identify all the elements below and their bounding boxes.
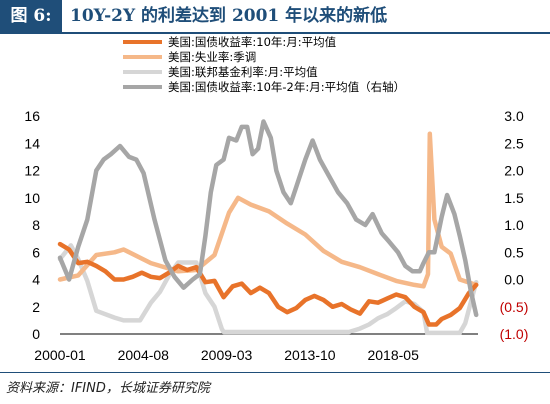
y-left-tick-label: 8 (32, 217, 40, 233)
y-left-tick-label: 0 (32, 326, 40, 342)
legend-label: 美国:国债收益率:10年-2年:月:平均值（右轴） (168, 80, 405, 94)
y-left-tick-label: 2 (32, 299, 40, 315)
y-left-tick-label: 16 (24, 108, 40, 124)
x-tick-label: 2009-03 (201, 347, 253, 363)
y-right-tick-label: 0.5 (504, 244, 524, 260)
chart-series (57, 119, 479, 336)
legend-label: 美国:失业率:季调 (168, 50, 256, 64)
y-right-tick-label: 3.0 (504, 108, 524, 124)
legend-label: 美国:联邦基金利率:月:平均值 (168, 65, 318, 79)
footer-divider (0, 372, 550, 373)
y-right-tick-label: (1.0) (500, 326, 529, 342)
y-left-tick-label: 6 (32, 244, 40, 260)
chart-title: 10Y-2Y 的利差达到 2001 年以来的新低 (70, 6, 388, 26)
chart-axes: 0 2 4 6 8 10 12 14 16 3.0 2.5 2.0 1.5 1.0 0.5 0.0 (0.5) (… (24, 108, 528, 363)
y-left-tick-label: 4 (32, 272, 40, 288)
y-left-tick-label: 14 (24, 135, 40, 151)
legend-label: 美国:国债收益率:10年:月:平均值 (168, 35, 337, 49)
y-right-tick-label: 0.0 (504, 272, 524, 288)
y-right-tick-label: 2.5 (504, 135, 524, 151)
source-note: 资料来源：IFIND，长城证券研究院 (6, 381, 210, 396)
series-line-美国-国债收益率-10年-2年-月-平均值-右轴- (57, 119, 479, 318)
series-line-美国-国债收益率-10年-月-平均值 (57, 241, 479, 327)
y-right-tick-label: 1.5 (504, 190, 524, 206)
x-tick-label: 2000-01 (34, 347, 86, 363)
y-right-tick-label: 1.0 (504, 217, 524, 233)
figure-label: 图 6: (0, 0, 62, 32)
series-line-美国-联邦基金利率-月-平均值 (57, 243, 479, 336)
y-right-tick-label: 2.0 (504, 163, 524, 179)
x-tick-label: 2018-05 (367, 347, 419, 363)
series-line-美国-失业率-季调 (57, 131, 479, 289)
line-chart: 美国:国债收益率:10年:月:平均值美国:失业率:季调美国:联邦基金利率:月:平… (24, 35, 528, 363)
y-right-tick-label: (0.5) (500, 299, 529, 315)
legend: 美国:国债收益率:10年:月:平均值美国:失业率:季调美国:联邦基金利率:月:平… (123, 35, 405, 94)
y-left-tick-label: 10 (24, 190, 40, 206)
title-bar: 图 6: 10Y-2Y 的利差达到 2001 年以来的新低 (0, 0, 550, 34)
x-tick-label: 2004-08 (118, 347, 170, 363)
y-left-tick-label: 12 (24, 163, 40, 179)
x-tick-label: 2013-10 (284, 347, 336, 363)
